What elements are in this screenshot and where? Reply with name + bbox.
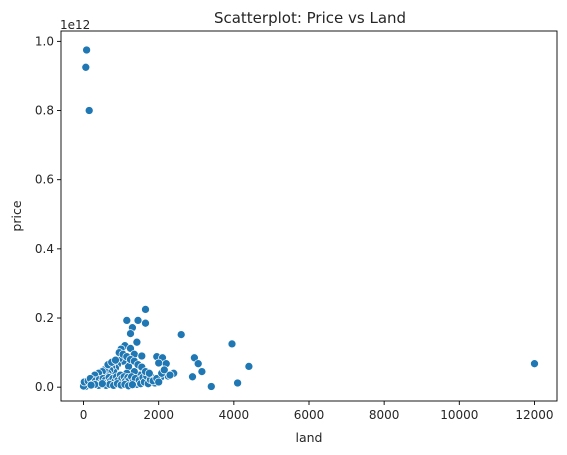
scatter-point <box>82 45 91 55</box>
scatter-point <box>141 305 150 314</box>
scatter-point <box>227 339 237 349</box>
scatter-point <box>122 316 132 325</box>
scatter-point <box>206 382 216 391</box>
chart-title: Scatterplot: Price vs Land <box>214 9 406 27</box>
x-axis-label: land <box>296 430 323 445</box>
x-tick-label: 4000 <box>219 408 250 422</box>
y-axis-label: price <box>9 200 24 231</box>
scatter-point <box>144 368 154 378</box>
y-tick-label: 1.0 <box>35 34 54 48</box>
scatter-point <box>126 329 135 338</box>
x-tick-label: 2000 <box>143 408 174 422</box>
scatter-point <box>154 377 164 387</box>
points-layer <box>79 45 539 391</box>
y-tick-label: 0.6 <box>35 173 54 187</box>
scatter-point <box>188 372 197 382</box>
scatter-point <box>197 367 207 376</box>
y-tick-label: 0.0 <box>35 380 54 394</box>
x-tick-label: 12000 <box>515 408 553 422</box>
y-axis: 0.0 0.2 0.4 0.6 0.8 1.0 <box>35 34 61 394</box>
x-tick-label: 0 <box>80 408 88 422</box>
scatter-point <box>84 106 94 115</box>
scatter-point <box>86 380 96 390</box>
scatter-point <box>233 378 242 388</box>
y-tick-label: 0.2 <box>35 311 54 325</box>
scatter-point <box>159 365 169 375</box>
y-offset-text: 1e12 <box>60 18 90 32</box>
scatter-point <box>530 359 539 369</box>
x-tick-label: 6000 <box>294 408 325 422</box>
x-axis: 0 2000 4000 6000 8000 10000 12000 <box>80 401 554 422</box>
scatter-point <box>176 330 186 339</box>
y-tick-label: 0.8 <box>35 104 54 118</box>
x-tick-label: 8000 <box>369 408 400 422</box>
scatter-point <box>132 337 142 347</box>
scatter-point <box>244 362 254 371</box>
scatter-point <box>81 62 91 72</box>
scatter-point <box>137 351 147 361</box>
scatter-point <box>97 379 107 389</box>
scatter-point <box>111 355 120 365</box>
scatter-point <box>165 370 175 380</box>
x-tick-label: 10000 <box>440 408 478 422</box>
scatter-point <box>128 380 137 390</box>
scatter-point <box>141 318 150 328</box>
scatter-point <box>133 316 143 325</box>
scatter-point <box>154 358 164 368</box>
y-tick-label: 0.4 <box>35 242 54 256</box>
scatter-point <box>193 359 203 369</box>
